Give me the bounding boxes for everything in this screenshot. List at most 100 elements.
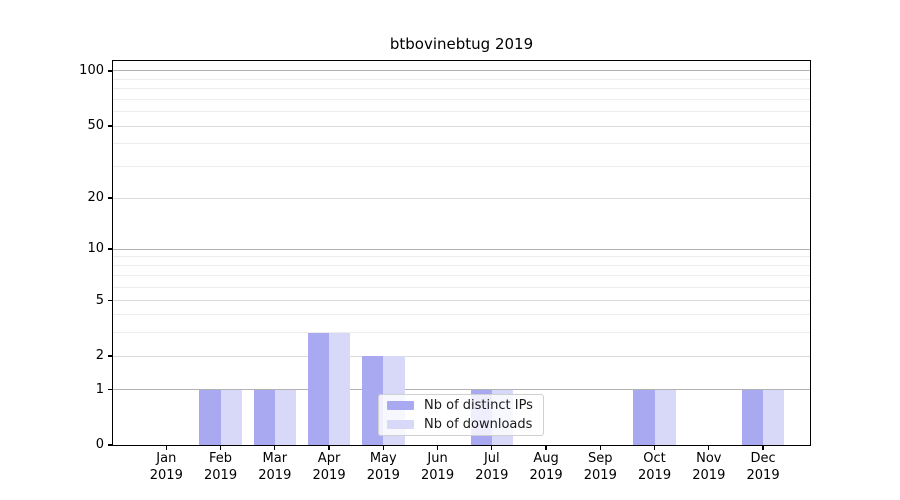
legend-label-downloads: Nb of downloads <box>424 417 533 432</box>
legend-label-distinct-ips: Nb of distinct IPs <box>424 398 533 413</box>
gridline-minor-8 <box>113 265 810 267</box>
month-name: Dec <box>750 451 776 466</box>
month-name: Aug <box>533 451 559 466</box>
month-year: 2019 <box>204 467 238 483</box>
gridline-50 <box>113 125 810 127</box>
gridline-minor-40 <box>113 143 810 145</box>
gridline-minor-4 <box>113 314 810 316</box>
x-tick-label-mar: Mar 2019 <box>243 451 307 484</box>
gridline-minor-90 <box>113 78 810 80</box>
gridline-minor-30 <box>113 165 810 167</box>
x-tick-mark-sep <box>599 446 601 450</box>
gridline-minor-60 <box>113 111 810 113</box>
month-year: 2019 <box>529 467 563 483</box>
month-year: 2019 <box>475 467 509 483</box>
gridline-minor-3 <box>113 332 810 334</box>
month-name: Jun <box>427 451 448 466</box>
y-tick-mark-2 <box>108 355 112 357</box>
y-tick-mark-50 <box>108 125 112 127</box>
month-name: Nov <box>696 451 722 466</box>
x-tick-label-nov: Nov 2019 <box>677 451 741 484</box>
gridline-minor-70 <box>113 98 810 100</box>
x-tick-label-apr: Apr 2019 <box>297 451 361 484</box>
legend-swatch-downloads <box>387 420 414 429</box>
month-name: Jul <box>483 451 500 466</box>
gridlines-layer <box>113 61 810 445</box>
x-tick-mark-dec <box>762 446 764 450</box>
y-tick-mark-1 <box>108 388 112 391</box>
y-tick-mark-10 <box>108 248 112 250</box>
x-tick-mark-apr <box>328 446 330 450</box>
month-year: 2019 <box>692 467 726 483</box>
bar-mar-distinct-ips <box>253 389 275 445</box>
x-tick-mark-mar <box>274 446 276 450</box>
bar-feb-downloads <box>220 389 242 445</box>
x-tick-mark-may <box>382 446 384 450</box>
y-tick-label-10: 10 <box>87 241 104 256</box>
y-tick-mark-0 <box>108 444 112 446</box>
month-name: Feb <box>209 451 233 466</box>
gridline-100 <box>113 70 810 72</box>
gridline-minor-9 <box>113 256 810 258</box>
y-tick-label-0: 0 <box>95 437 104 452</box>
gridline-2 <box>113 355 810 357</box>
month-year: 2019 <box>421 467 455 483</box>
month-name: Mar <box>262 451 288 466</box>
month-year: 2019 <box>258 467 292 483</box>
x-tick-mark-nov <box>708 446 710 450</box>
month-year: 2019 <box>638 467 672 483</box>
x-tick-mark-jul <box>491 446 493 450</box>
x-tick-label-oct: Oct 2019 <box>623 451 687 484</box>
x-tick-mark-jun <box>436 446 439 450</box>
chart-title: btbovinebtug 2019 <box>389 35 534 53</box>
legend-entry-distinct-ips: Nb of distinct IPs <box>387 398 543 413</box>
gridline-5 <box>113 300 810 302</box>
y-tick-label-1: 1 <box>95 381 104 397</box>
month-name: Jan <box>156 451 177 466</box>
month-year: 2019 <box>746 467 780 483</box>
x-tick-mark-feb <box>219 446 222 450</box>
y-tick-label-5: 5 <box>95 292 104 308</box>
y-tick-label-2: 2 <box>95 347 104 363</box>
x-tick-label-dec: Dec 2019 <box>731 451 795 484</box>
gridline-minor-80 <box>113 88 810 90</box>
x-tick-label-sep: Sep 2019 <box>568 451 632 484</box>
y-tick-label-20: 20 <box>87 190 104 205</box>
x-tick-mark-jan <box>165 446 167 450</box>
bar-oct-distinct-ips <box>633 389 655 445</box>
month-year: 2019 <box>149 467 183 483</box>
legend-swatch-distinct-ips <box>387 401 414 410</box>
bar-may-distinct-ips <box>362 356 384 445</box>
bar-oct-downloads <box>654 389 676 445</box>
month-year: 2019 <box>312 467 346 483</box>
bar-apr-downloads <box>329 332 351 445</box>
y-tick-mark-5 <box>108 300 112 302</box>
gridline-1 <box>113 389 810 391</box>
bar-dec-downloads <box>763 389 785 445</box>
gridline-minor-7 <box>113 275 810 277</box>
bar-mar-downloads <box>274 389 297 445</box>
bar-apr-distinct-ips <box>307 332 330 445</box>
x-tick-label-may: May 2019 <box>351 451 415 484</box>
gridline-20 <box>113 197 810 199</box>
bar-dec-distinct-ips <box>741 389 764 445</box>
x-tick-label-jan: Jan 2019 <box>134 451 198 484</box>
y-tick-label-100: 100 <box>79 62 104 78</box>
month-year: 2019 <box>583 467 617 483</box>
y-tick-mark-20 <box>108 197 112 199</box>
month-name: May <box>369 451 397 466</box>
x-tick-label-aug: Aug 2019 <box>514 451 578 484</box>
month-name: Oct <box>643 451 666 466</box>
x-tick-label-jul: Jul 2019 <box>460 451 524 484</box>
legend-entry-downloads: Nb of downloads <box>387 417 543 432</box>
y-tick-label-50: 50 <box>87 118 104 133</box>
x-tick-label-feb: Feb 2019 <box>189 451 253 484</box>
bar-feb-distinct-ips <box>199 389 221 445</box>
gridline-10 <box>113 248 810 250</box>
y-tick-mark-100 <box>108 70 112 72</box>
x-tick-mark-oct <box>653 446 656 450</box>
x-tick-mark-aug <box>545 446 547 450</box>
legend: Nb of distinct IPs Nb of downloads <box>378 394 544 436</box>
month-name: Apr <box>317 451 341 466</box>
